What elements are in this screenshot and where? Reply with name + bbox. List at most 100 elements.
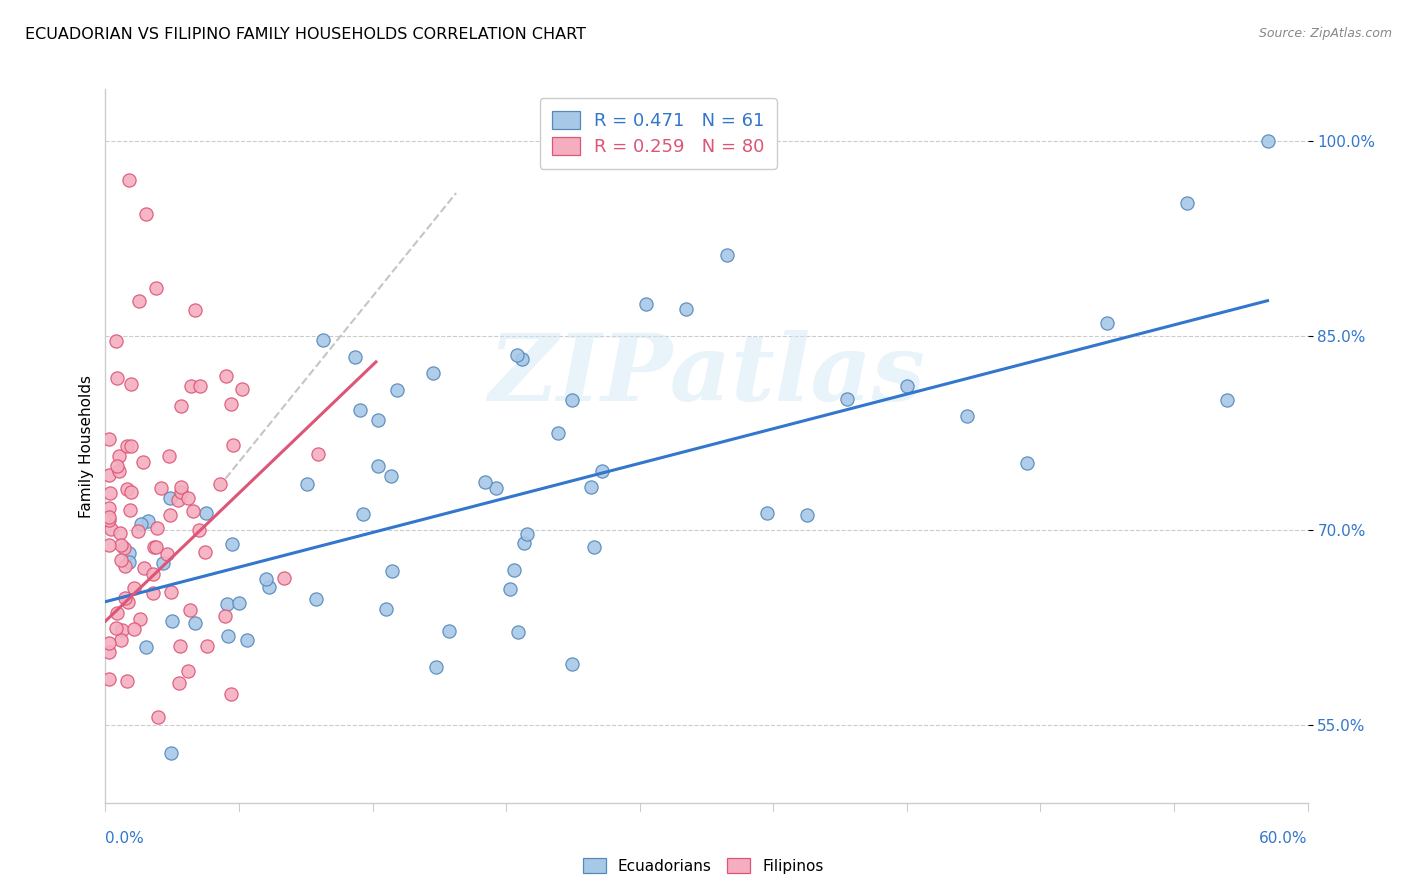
Point: [716, 247, 738, 261]
Point: [159, 585, 181, 599]
Point: [98, 486, 121, 500]
Point: [167, 493, 190, 508]
Point: [136, 514, 159, 528]
Point: [128, 611, 150, 625]
Text: Source: ZipAtlas.com: Source: ZipAtlas.com: [1258, 27, 1392, 40]
Point: [108, 449, 131, 463]
Point: [177, 491, 200, 505]
Point: [145, 540, 167, 554]
Point: [115, 673, 138, 688]
Point: [636, 296, 658, 310]
Point: [118, 503, 141, 517]
Point: [120, 484, 142, 499]
Point: [170, 400, 193, 414]
Point: [188, 378, 211, 392]
Legend: R = 0.471   N = 61, R = 0.259   N = 80: R = 0.471 N = 61, R = 0.259 N = 80: [540, 98, 778, 169]
Point: [1177, 195, 1199, 210]
Point: [132, 455, 155, 469]
Text: ZIPatlas: ZIPatlas: [488, 330, 925, 419]
Point: [499, 582, 522, 596]
Text: ECUADORIAN VS FILIPINO FAMILY HOUSEHOLDS CORRELATION CHART: ECUADORIAN VS FILIPINO FAMILY HOUSEHOLDS…: [25, 27, 586, 42]
Point: [105, 607, 128, 621]
Point: [425, 659, 447, 673]
Point: [181, 504, 204, 518]
Point: [561, 657, 583, 671]
Point: [134, 561, 156, 575]
Point: [215, 369, 238, 384]
Point: [114, 558, 136, 573]
Point: [98, 645, 121, 659]
Point: [1216, 392, 1239, 407]
Point: [105, 334, 128, 348]
Point: [98, 513, 121, 527]
Point: [183, 302, 205, 317]
Point: [516, 526, 538, 541]
Point: [579, 480, 602, 494]
Point: [367, 458, 389, 473]
Point: [142, 540, 165, 554]
Point: [135, 207, 157, 221]
Point: [561, 392, 583, 407]
Legend: Ecuadorians, Filipinos: Ecuadorians, Filipinos: [576, 852, 830, 880]
Point: [195, 639, 218, 653]
Point: [506, 624, 529, 639]
Point: [547, 426, 569, 441]
Point: [129, 516, 152, 531]
Point: [221, 687, 243, 701]
Point: [114, 591, 136, 606]
Y-axis label: Family Households: Family Households: [79, 375, 94, 517]
Point: [120, 438, 142, 452]
Point: [343, 350, 366, 364]
Point: [117, 595, 139, 609]
Point: [179, 603, 201, 617]
Point: [105, 371, 128, 385]
Point: [118, 546, 141, 560]
Point: [118, 173, 141, 187]
Point: [236, 633, 259, 648]
Point: [380, 468, 402, 483]
Point: [304, 591, 326, 606]
Point: [956, 409, 979, 423]
Point: [105, 458, 128, 473]
Point: [312, 333, 335, 347]
Point: [135, 640, 157, 655]
Point: [1017, 456, 1039, 470]
Point: [117, 555, 139, 569]
Point: [231, 382, 253, 396]
Point: [112, 541, 135, 556]
Text: 60.0%: 60.0%: [1260, 831, 1308, 847]
Point: [98, 636, 121, 650]
Point: [98, 672, 121, 686]
Point: [582, 540, 605, 554]
Point: [98, 468, 121, 483]
Point: [169, 675, 191, 690]
Point: [169, 639, 191, 653]
Point: [209, 477, 232, 491]
Point: [474, 475, 496, 490]
Point: [156, 547, 179, 561]
Point: [152, 557, 174, 571]
Point: [512, 351, 534, 366]
Point: [98, 538, 121, 552]
Point: [307, 447, 329, 461]
Point: [98, 432, 121, 446]
Point: [159, 491, 181, 506]
Point: [127, 524, 149, 538]
Point: [160, 614, 183, 628]
Point: [157, 449, 180, 463]
Point: [110, 538, 132, 552]
Point: [503, 563, 526, 577]
Point: [221, 537, 243, 551]
Point: [115, 439, 138, 453]
Point: [150, 481, 173, 495]
Point: [160, 746, 183, 760]
Point: [375, 602, 398, 616]
Point: [835, 392, 858, 407]
Point: [169, 480, 191, 494]
Point: [896, 379, 918, 393]
Point: [254, 572, 277, 586]
Point: [98, 501, 121, 516]
Point: [108, 525, 131, 540]
Point: [146, 710, 169, 724]
Point: [187, 523, 209, 537]
